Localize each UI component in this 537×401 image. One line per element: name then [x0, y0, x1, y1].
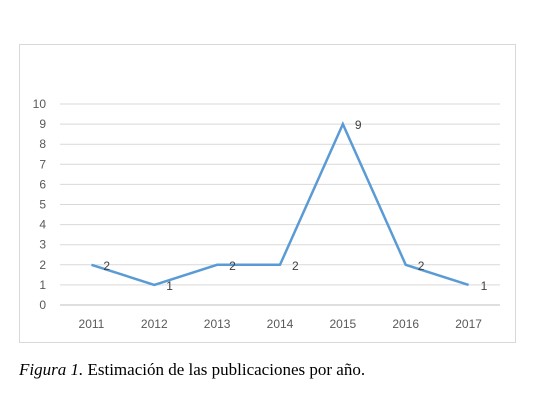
- y-tick-label: 6: [39, 177, 46, 191]
- data-label: 2: [229, 259, 236, 273]
- y-tick-label: 4: [39, 218, 46, 232]
- data-label: 2: [292, 259, 299, 273]
- x-tick-label: 2016: [392, 317, 419, 331]
- figure-caption-text: Estimación de las publicaciones por año.: [83, 360, 366, 379]
- x-tick-label: 2017: [455, 317, 482, 331]
- data-label: 2: [418, 259, 425, 273]
- data-label: 2: [103, 259, 110, 273]
- series-line: [91, 121, 469, 287]
- y-tick-label: 3: [39, 238, 46, 252]
- figure-caption: Figura 1. Estimación de las publicacione…: [19, 360, 365, 380]
- y-tick-label: 7: [39, 157, 46, 171]
- y-tick-label: 8: [39, 137, 46, 151]
- chart-frame: [19, 44, 516, 343]
- x-tick-label: 2011: [79, 317, 105, 331]
- y-tick-label: 1: [39, 278, 46, 292]
- data-label: 1: [481, 279, 488, 293]
- figure-caption-label: Figura 1.: [19, 360, 84, 379]
- x-tick-label: 2012: [141, 317, 168, 331]
- x-tick-label: 2013: [204, 317, 231, 331]
- x-tick-label: 2014: [267, 317, 294, 331]
- data-label: 9: [355, 118, 362, 132]
- y-tick-label: 5: [39, 198, 46, 212]
- y-tick-label: 2: [39, 258, 46, 272]
- y-tick-label: 10: [33, 97, 47, 111]
- y-tick-label: 9: [39, 117, 46, 131]
- x-tick-label: 2015: [330, 317, 357, 331]
- data-label: 1: [166, 279, 173, 293]
- y-tick-label: 0: [39, 298, 46, 312]
